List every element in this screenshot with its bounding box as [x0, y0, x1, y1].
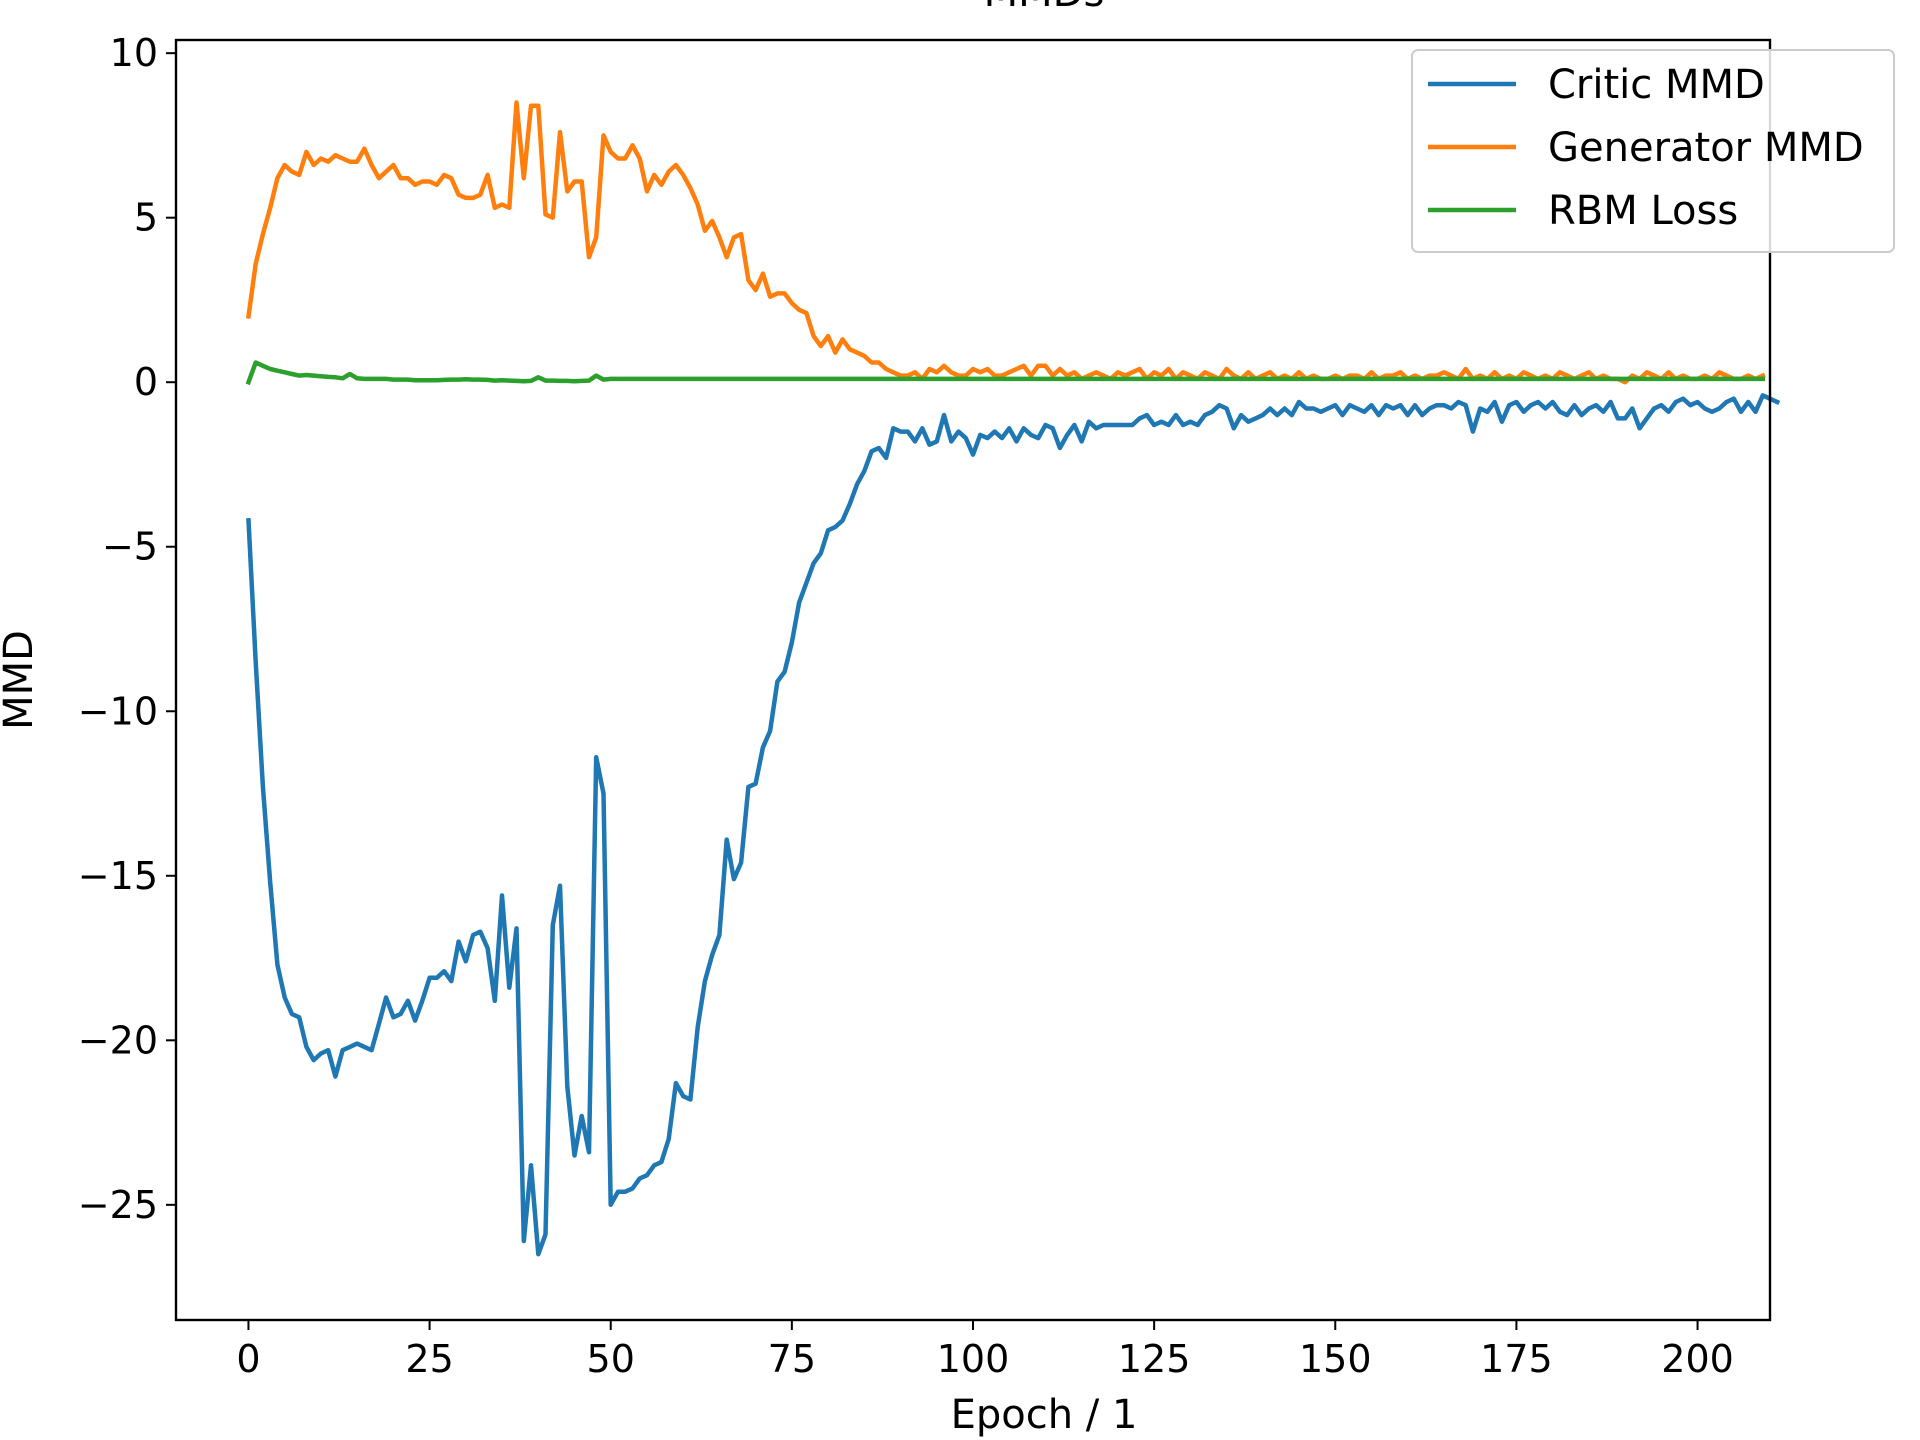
legend-label-critic: Critic MMD [1548, 62, 1765, 108]
legend: Critic MMD Generator MMD RBM Loss [1411, 49, 1895, 253]
x-axis: 0 25 50 75 100 125 150 175 200 [236, 1320, 1734, 1381]
series-line-generator-mmd [245, 100, 1766, 385]
chart-title: MMDs [984, 0, 1105, 16]
y-tick-label: −15 [78, 854, 158, 898]
y-tick-label: −20 [78, 1018, 158, 1062]
y-tick-label: 5 [134, 196, 158, 240]
x-tick-label: 125 [1118, 1337, 1191, 1381]
y-tick-label: −10 [78, 689, 158, 733]
y-axis-label: MMD [0, 630, 42, 730]
legend-label-rbm: RBM Loss [1548, 188, 1738, 234]
x-axis-label: Epoch / 1 [951, 1392, 1138, 1438]
x-tick-label: 50 [587, 1337, 635, 1381]
series-line-rbm-loss [245, 360, 1766, 386]
legend-frame [1411, 49, 1895, 253]
y-tick-label: −5 [102, 525, 158, 569]
x-tick-label: 25 [405, 1337, 453, 1381]
x-tick-label: 200 [1661, 1337, 1734, 1381]
x-tick-label: 175 [1480, 1337, 1553, 1381]
y-tick-label: −25 [78, 1183, 158, 1227]
y-tick-label: 10 [110, 31, 158, 75]
x-tick-label: 0 [236, 1337, 260, 1381]
series-line-critic-mmd [246, 393, 1781, 1257]
y-tick-label: 0 [134, 360, 158, 404]
x-tick-label: 75 [768, 1337, 816, 1381]
x-tick-label: 150 [1299, 1337, 1372, 1381]
legend-label-generator: Generator MMD [1548, 125, 1864, 171]
y-axis: 10 5 0 −5 −10 −15 −20 −25 [78, 31, 176, 1227]
plot-area [176, 40, 1770, 1320]
x-tick-label: 100 [937, 1337, 1010, 1381]
series-layer [245, 100, 1781, 1257]
